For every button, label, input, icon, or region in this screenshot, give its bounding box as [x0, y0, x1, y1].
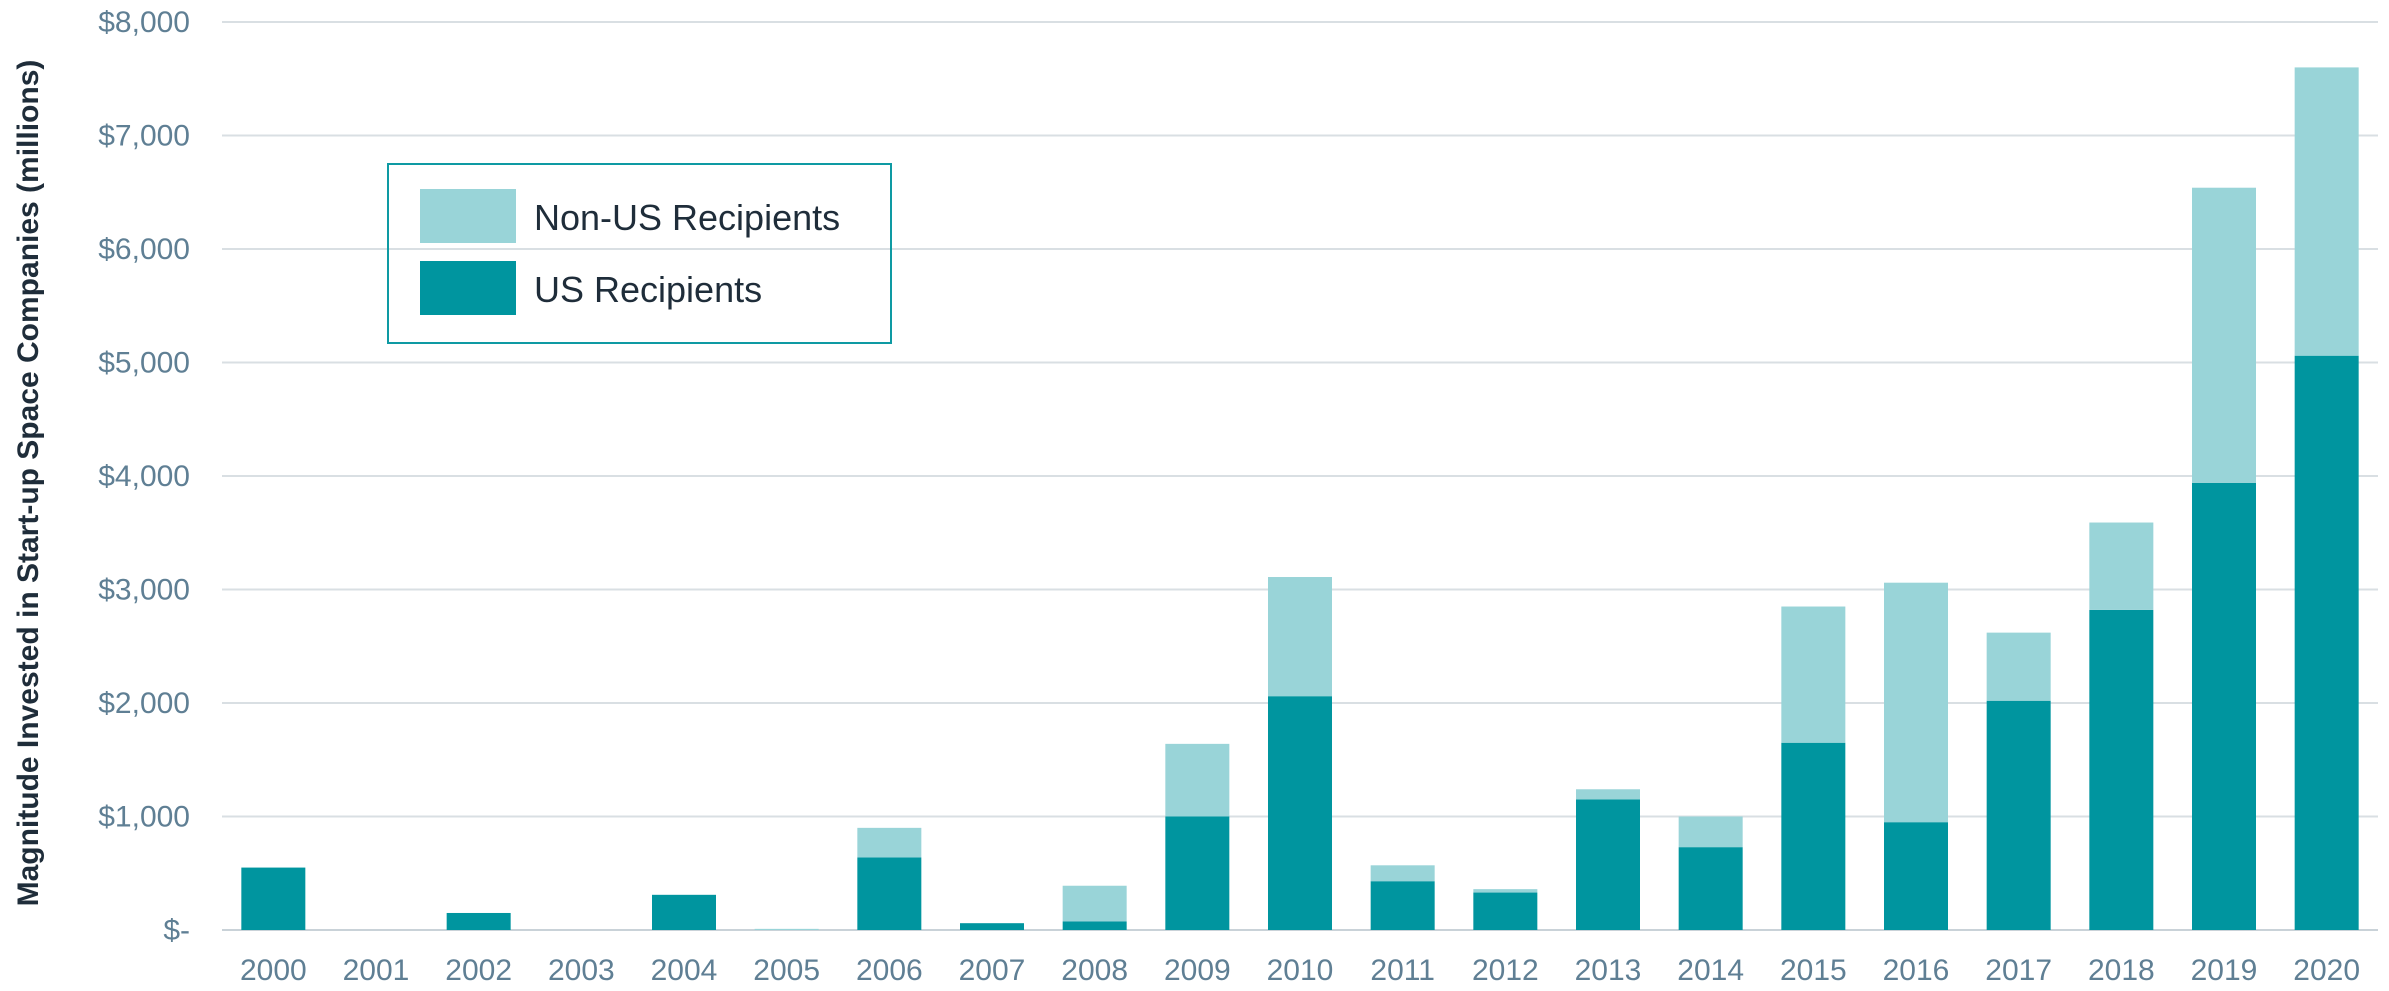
- bar-non-us-2014: [1678, 816, 1743, 848]
- y-axis-ticks: $- $1,000 $2,000 $3,000 $4,000 $5,000 $6,000 $7…: [98, 6, 190, 947]
- bar-us-2006: [857, 857, 922, 930]
- legend-label-us: US Recipients: [534, 269, 762, 310]
- bar-us-2016: [1884, 822, 1948, 930]
- x-tick-label-2015: 2015: [1780, 954, 1847, 986]
- legend-label-non-us: Non-US Recipients: [534, 197, 840, 238]
- bar-us-2002: [446, 912, 511, 930]
- bar-us-2017: [1986, 700, 2051, 930]
- legend-border: [387, 163, 892, 344]
- bar-non-us-2015: [1781, 606, 1846, 743]
- legend: Non-US Recipients US Recipients: [387, 163, 892, 344]
- bar-us-2009: [1165, 816, 1230, 930]
- bar-us-2010: [1268, 696, 1332, 930]
- x-tick-label-2012: 2012: [1472, 954, 1539, 986]
- y-tick-label: $6,000: [98, 233, 190, 266]
- bar-non-us-2009: [1165, 743, 1230, 817]
- x-tick-label-2019: 2019: [2191, 954, 2258, 986]
- y-tick-label: $2,000: [98, 687, 190, 720]
- bar-us-2012: [1473, 892, 1538, 930]
- bar-non-us-2013: [1576, 789, 1640, 800]
- bar-non-us-2020: [2294, 67, 2359, 356]
- bar-non-us-2011: [1370, 865, 1435, 882]
- legend-swatch-us: [420, 261, 516, 315]
- bar-non-us-2018: [2089, 522, 2154, 610]
- bar-us-2004: [652, 894, 716, 930]
- x-tick-label-2002: 2002: [445, 954, 512, 986]
- y-tick-label: $4,000: [98, 460, 190, 493]
- y-tick-label: $1,000: [98, 801, 190, 834]
- y-tick-label: $5,000: [98, 347, 190, 380]
- bar-non-us-2019: [2192, 187, 2256, 483]
- bar-non-us-2016: [1884, 582, 1948, 823]
- bar-us-2020: [2294, 355, 2359, 930]
- bar-us-2000: [241, 867, 306, 930]
- x-tick-label-2005: 2005: [753, 954, 820, 986]
- x-tick-label-2007: 2007: [959, 954, 1026, 986]
- bar-us-2018: [2089, 609, 2154, 930]
- x-axis-ticks: 2000 2001 2002 2003 2004 2005 2006 2007 2008 2009…: [240, 954, 2360, 987]
- x-tick-label-2013: 2013: [1575, 954, 1642, 986]
- x-tick-label-2017: 2017: [1985, 954, 2052, 986]
- x-tick-label-2008: 2008: [1061, 954, 1128, 986]
- bars: [241, 67, 2359, 930]
- x-tick-label-2011: 2011: [1370, 954, 1435, 986]
- bar-non-us-2012: [1473, 889, 1538, 893]
- y-axis-label: Magnitude Invested in Start-up Space Com…: [12, 60, 45, 907]
- y-tick-label: $7,000: [98, 120, 190, 153]
- y-tick-label: $-: [163, 914, 190, 947]
- bar-us-2015: [1781, 742, 1846, 930]
- bar-non-us-2017: [1986, 632, 2051, 701]
- legend-swatch-non-us: [420, 189, 516, 243]
- bar-us-2019: [2192, 482, 2256, 930]
- x-tick-label-2000: 2000: [240, 954, 307, 986]
- x-tick-label-2003: 2003: [548, 954, 615, 986]
- x-tick-label-2010: 2010: [1267, 954, 1334, 986]
- x-tick-label-2016: 2016: [1883, 954, 1950, 986]
- x-tick-label-2018: 2018: [2088, 954, 2155, 986]
- x-tick-label-2009: 2009: [1164, 954, 1231, 986]
- y-tick-label: $3,000: [98, 574, 190, 607]
- x-tick-label-2006: 2006: [856, 954, 923, 986]
- bar-us-2007: [960, 923, 1024, 930]
- x-tick-label-2004: 2004: [651, 954, 718, 986]
- bar-us-2008: [1062, 921, 1127, 930]
- x-tick-label-2001: 2001: [343, 954, 410, 986]
- bar-us-2014: [1678, 847, 1743, 930]
- bar-non-us-2008: [1062, 885, 1127, 922]
- x-tick-label-2014: 2014: [1677, 954, 1744, 986]
- bar-us-2013: [1576, 799, 1640, 930]
- bar-us-2011: [1370, 881, 1435, 930]
- bar-non-us-2005: [754, 928, 819, 930]
- bar-non-us-2006: [857, 827, 922, 858]
- y-tick-label: $8,000: [98, 6, 190, 39]
- x-tick-label-2020: 2020: [2293, 954, 2360, 986]
- bar-non-us-2010: [1268, 577, 1332, 697]
